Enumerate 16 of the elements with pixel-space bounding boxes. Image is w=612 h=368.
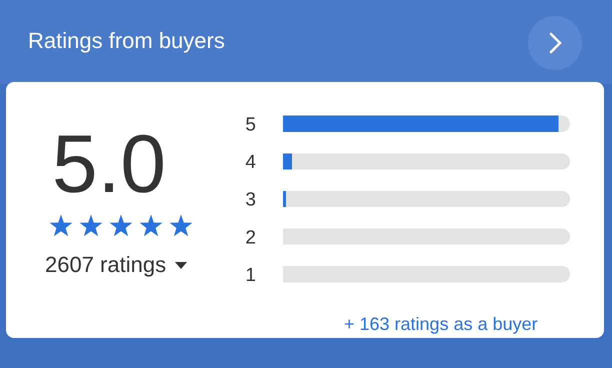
bar [286, 190, 570, 208]
bar [292, 153, 570, 170]
y-tick-label: 1 [245, 264, 256, 286]
chart-title: Ratings from buyers [28, 28, 225, 54]
bar [283, 190, 286, 208]
bar [283, 228, 570, 245]
y-tick-label: 5 [245, 114, 256, 136]
bar [283, 266, 570, 282]
text: 2607 ratings [45, 252, 166, 278]
bar [283, 153, 292, 170]
y-tick-label: 2 [245, 227, 256, 248]
bar [283, 116, 559, 132]
y-tick-label: 4 [245, 152, 256, 174]
text: + 163 ratings as a buyer [344, 314, 538, 335]
text: 5.0 [52, 118, 166, 212]
y-tick-label: 3 [245, 190, 256, 211]
